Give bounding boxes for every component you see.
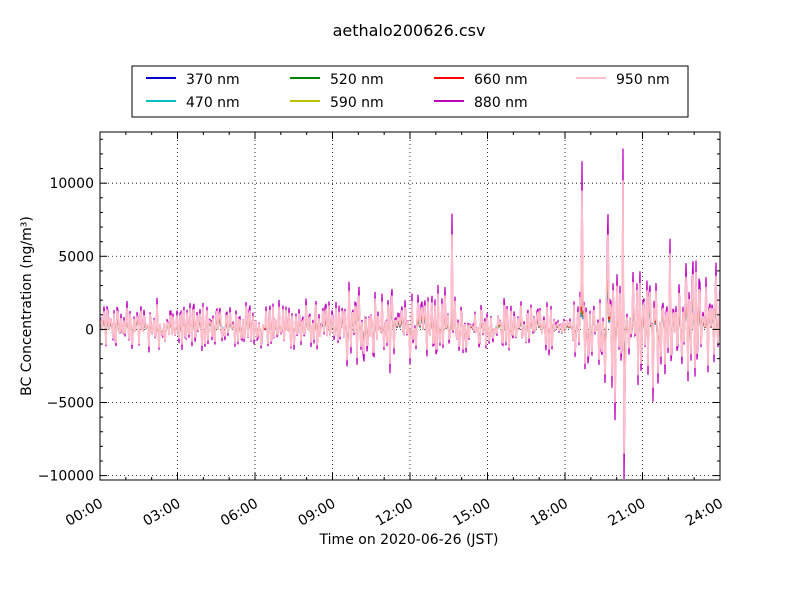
series-line-950-nm [100, 180, 720, 454]
x-axis-label: Time on 2020-06-26 (JST) [319, 532, 499, 548]
y-axis-ticks: −10000 −5000 0 5000 10000 [38, 138, 720, 485]
y-tick-label: 5000 [58, 249, 94, 265]
y-tick-label: −5000 [47, 396, 94, 412]
x-tick-label: 24:00 [683, 496, 726, 530]
y-tick-label: 0 [85, 322, 94, 338]
legend-label: 370 nm [186, 72, 240, 88]
legend-label: 950 nm [616, 72, 670, 88]
legend-frame [131, 65, 689, 118]
legend: 370 nm 470 nm 520 nm 590 nm 660 nm 880 nm 950 … [131, 65, 689, 118]
x-tick-label: 06:00 [218, 496, 261, 530]
y-axis-label: BC Concentration (ng/m³) [19, 216, 35, 396]
legend-label: 520 nm [330, 72, 384, 88]
x-tick-label: 15:00 [451, 496, 494, 530]
x-tick-label: 00:00 [63, 496, 106, 530]
plot-area: 00:00 03:00 06:00 09:00 12:00 15:00 18:00 21:00… [38, 131, 726, 530]
x-tick-label: 21:00 [606, 496, 649, 530]
legend-label: 470 nm [186, 95, 240, 111]
y-tick-label: 10000 [49, 176, 94, 192]
x-tick-label: 18:00 [528, 496, 571, 530]
x-tick-label: 03:00 [141, 496, 184, 530]
legend-label: 880 nm [474, 95, 528, 111]
legend-label: 660 nm [474, 72, 528, 88]
legend-label: 590 nm [330, 95, 384, 111]
series-lines [100, 148, 720, 480]
y-tick-label: −10000 [38, 469, 94, 485]
chart-title: aethalo200626.csv [333, 21, 486, 40]
x-tick-label: 12:00 [373, 496, 416, 530]
x-tick-label: 09:00 [296, 496, 339, 530]
